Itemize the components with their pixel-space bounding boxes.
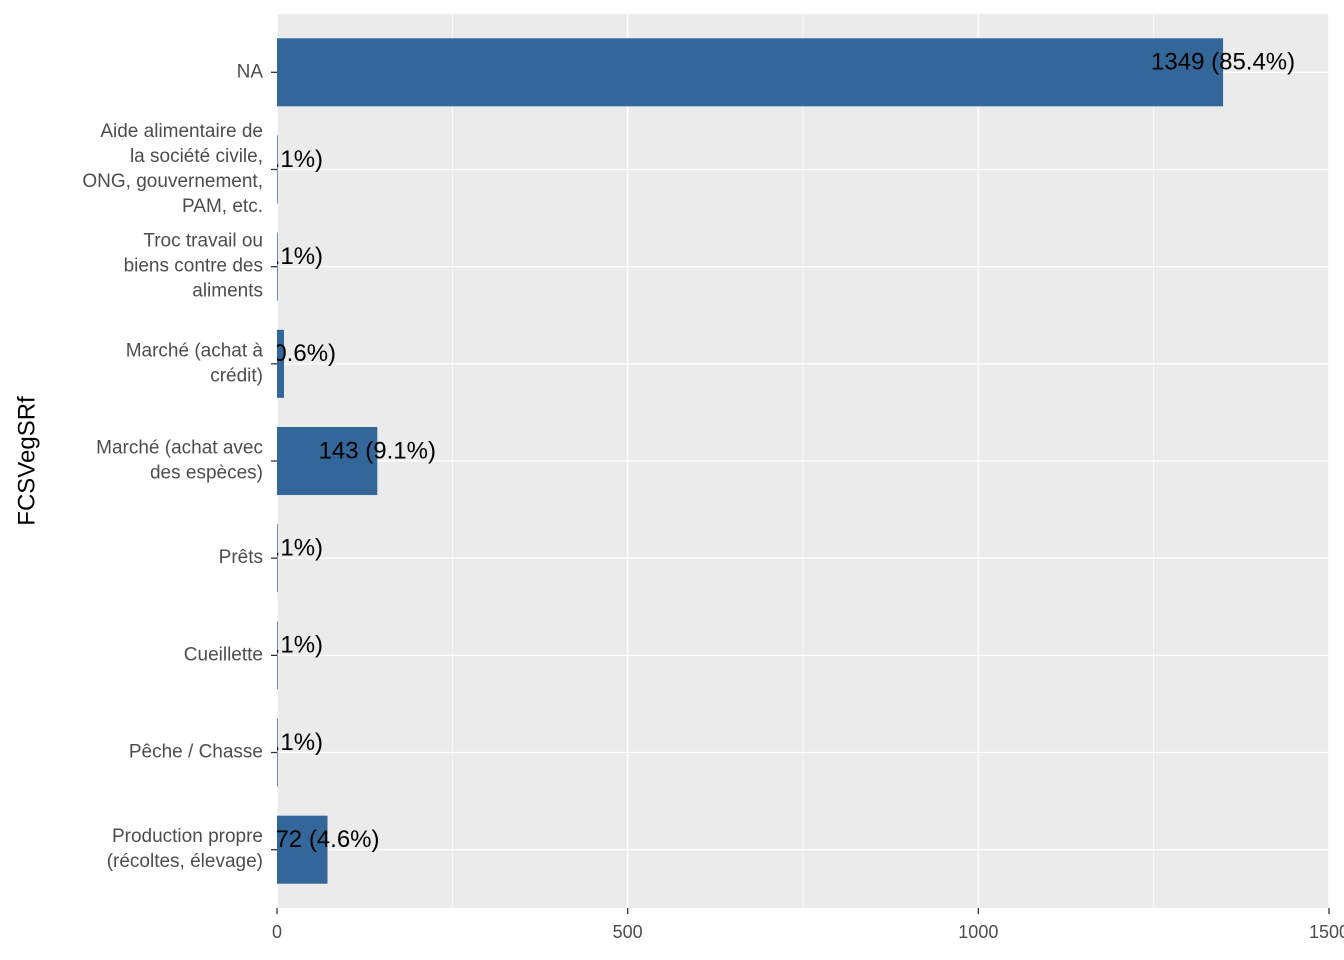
bar	[277, 718, 278, 787]
y-tick-label: Cueillette	[184, 644, 263, 665]
value-label: 1 (0.1%)	[232, 146, 323, 173]
x-tick-label: 500	[613, 922, 643, 942]
x-tick-label: 1000	[958, 922, 998, 942]
bar	[277, 38, 1224, 107]
x-tick-label: 1500	[1309, 922, 1344, 942]
value-label: 1 (0.1%)	[232, 535, 323, 562]
bar	[277, 426, 378, 496]
y-tick-label: Aide alimentaire de la société civile, ONG…	[82, 121, 263, 217]
value-label: 1 (0.1%)	[232, 243, 323, 270]
y-tick-label: Prêts	[219, 547, 263, 568]
value-label: 72 (4.6%)	[275, 826, 379, 853]
bar	[277, 621, 278, 690]
bar	[277, 135, 278, 204]
bar	[277, 232, 278, 301]
bar	[277, 329, 285, 398]
value-label: 1 (0.1%)	[232, 729, 323, 756]
y-tick-label: Troc travail ou biens contre des aliments	[124, 231, 263, 302]
bar	[277, 815, 328, 884]
value-label: 10 (0.6%)	[232, 340, 336, 367]
y-tick-label: Production propre (récoltes, élevage)	[107, 826, 263, 872]
value-label: 143 (9.1%)	[319, 437, 436, 464]
bar	[277, 524, 278, 593]
value-label: 1 (0.1%)	[232, 632, 323, 659]
y-tick-label: Marché (achat avec des espèces)	[96, 438, 263, 484]
y-tick-label: Pêche / Chasse	[129, 742, 263, 763]
y-tick-label: Marché (achat à crédit)	[126, 340, 264, 386]
y-axis-title: FCSVegSRf	[13, 396, 40, 526]
x-tick-label: 0	[272, 922, 282, 942]
y-tick-label: NA	[237, 61, 264, 82]
value-label: 1349 (85.4%)	[1151, 49, 1295, 76]
